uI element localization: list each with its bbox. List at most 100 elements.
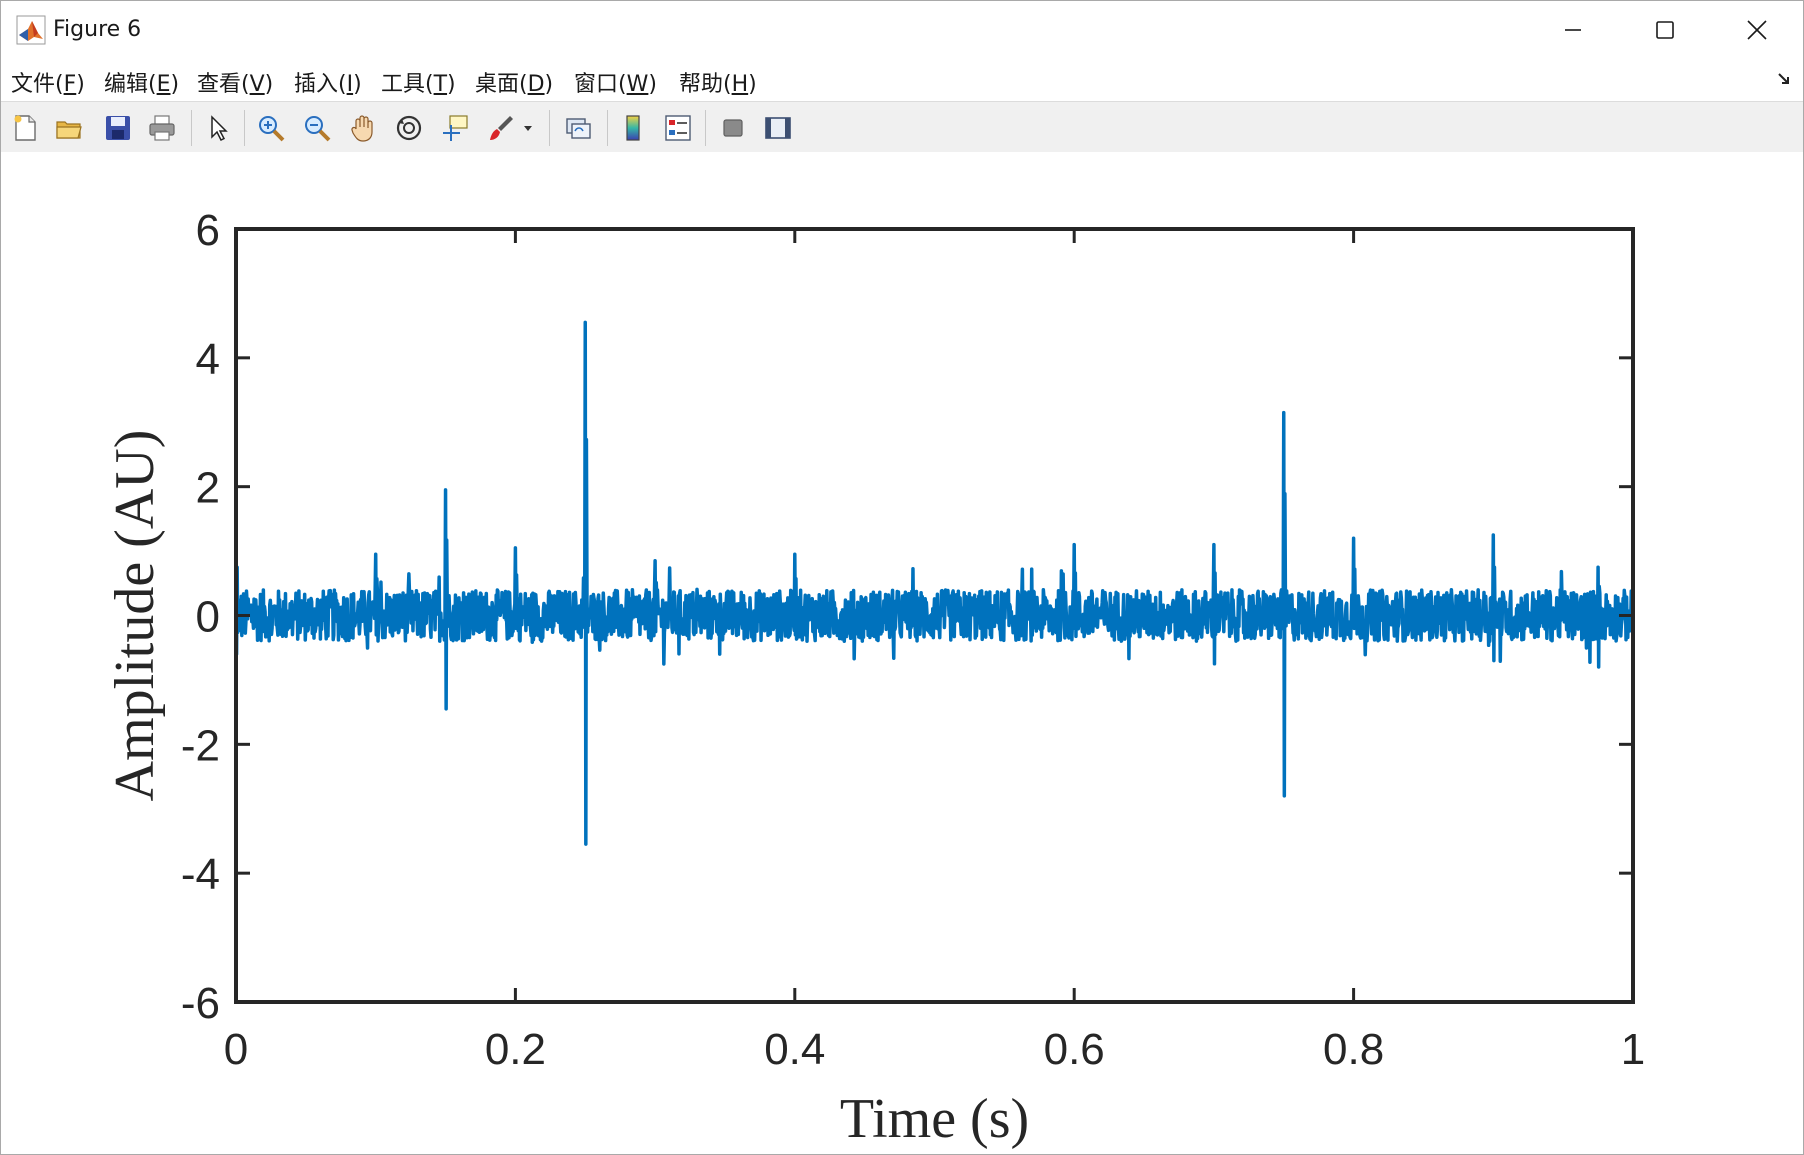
new-figure-button[interactable]: [7, 110, 43, 146]
maximize-icon: [1656, 21, 1674, 39]
pointer-icon: [211, 115, 228, 142]
menu-edit-accel: E: [156, 72, 171, 97]
tick-layer: 0 0.2 0.4 0.6 0.8 1 -6 -4 -2 0 2 4 6: [181, 206, 1645, 1074]
menu-help[interactable]: 帮助(H): [679, 66, 757, 98]
colorbar-icon: [626, 115, 640, 141]
menu-bar: 文件(F) 编辑(E) 查看(V) 插入(I) 工具(T) 桌面(D) 窗口(W…: [1, 59, 1803, 101]
pointer-button[interactable]: [200, 110, 236, 146]
menu-help-close: ): [748, 72, 757, 97]
zoom-out-icon: [305, 116, 331, 142]
y-tick-label: 0: [196, 593, 220, 642]
menu-help-accel: H: [731, 72, 749, 97]
zoom-in-icon: [259, 116, 285, 142]
hide-plot-tools-button[interactable]: [715, 110, 751, 146]
x-tick-label: 0.6: [1044, 1025, 1105, 1074]
y-tick-label: -4: [181, 850, 220, 899]
matlab-logo-icon: [16, 15, 46, 45]
brush-dropdown[interactable]: [521, 110, 535, 146]
menu-desktop-accel: D: [527, 72, 545, 97]
menu-insert-label: 插入(: [294, 72, 347, 97]
y-tick-label: -6: [181, 979, 220, 1028]
new-figure-icon: [14, 115, 36, 141]
colorbar-button[interactable]: [615, 110, 651, 146]
link-plot-icon: [566, 118, 591, 139]
toolbar-separator: [549, 110, 550, 146]
menu-desktop-close: ): [544, 72, 554, 97]
menu-file-accel: F: [63, 72, 77, 97]
x-tick-label: 0: [224, 1025, 248, 1074]
menu-edit[interactable]: 编辑(E): [104, 66, 179, 98]
menu-tools[interactable]: 工具(T): [381, 66, 456, 98]
rotate-3d-icon: [396, 115, 422, 141]
open-file-icon: [56, 121, 82, 139]
menu-edit-label: 编辑(: [104, 72, 157, 97]
menu-window[interactable]: 窗口(W): [574, 66, 657, 98]
x-tick-label: 1: [1621, 1025, 1645, 1074]
brush-icon: [490, 116, 513, 140]
pan-icon: [351, 115, 373, 142]
pan-button[interactable]: [345, 110, 381, 146]
legend-icon: [665, 115, 691, 141]
show-plot-tools-icon: [765, 117, 791, 139]
menu-tools-label: 工具(: [381, 72, 434, 97]
minimize-button[interactable]: [1527, 1, 1619, 59]
maximize-button[interactable]: [1619, 1, 1711, 59]
menu-tools-close: ): [447, 72, 456, 97]
figure-toolbar: [1, 101, 1803, 153]
data-cursor-button[interactable]: [437, 110, 473, 146]
toolbar-separator: [244, 110, 245, 146]
menu-view-close: ): [264, 72, 274, 97]
close-button[interactable]: [1711, 1, 1803, 59]
y-tick-label: 6: [196, 206, 220, 255]
y-tick-label: 2: [196, 464, 220, 513]
menu-file-close: ): [76, 72, 85, 97]
title-bar[interactable]: Figure 6: [1, 1, 1803, 59]
hide-plot-tools-icon: [723, 119, 743, 137]
toolbar-separator: [705, 110, 706, 146]
toolbar-separator: [191, 110, 192, 146]
print-button[interactable]: [144, 110, 180, 146]
toolbar-separator: [607, 110, 608, 146]
menu-edit-close: ): [170, 72, 180, 97]
minimize-icon: [1565, 29, 1581, 31]
menu-file-label: 文件(: [11, 72, 64, 97]
save-button[interactable]: [100, 110, 136, 146]
open-file-button[interactable]: [51, 110, 87, 146]
menu-window-label: 窗口(: [574, 72, 627, 97]
menu-insert[interactable]: 插入(I): [294, 66, 362, 98]
print-icon: [149, 115, 175, 141]
chevron-down-icon: [524, 126, 532, 131]
x-tick-label: 0.2: [485, 1025, 546, 1074]
menu-insert-close: ): [353, 72, 362, 97]
link-plot-button[interactable]: [560, 110, 596, 146]
y-tick-label: 4: [196, 335, 220, 384]
rotate-3d-button[interactable]: [391, 110, 427, 146]
menu-desktop-label: 桌面(: [475, 72, 528, 97]
menu-desktop[interactable]: 桌面(D): [475, 66, 553, 98]
menu-tools-accel: T: [433, 72, 448, 97]
menu-window-accel: W: [626, 72, 649, 97]
window-title: Figure 6: [53, 17, 142, 42]
menu-insert-accel: I: [346, 72, 354, 97]
menu-view-accel: V: [249, 72, 265, 97]
data-cursor-icon: [443, 115, 468, 141]
menu-help-label: 帮助(: [679, 72, 732, 97]
x-axis-label: Time (s): [840, 1088, 1029, 1150]
line-chart[interactable]: 0 0.2 0.4 0.6 0.8 1 -6 -4 -2 0 2 4 6 Time (s) Amplit…: [1, 152, 1803, 1154]
brush-button[interactable]: [483, 110, 519, 146]
menu-file[interactable]: 文件(F): [11, 66, 85, 98]
menu-view[interactable]: 查看(V): [197, 66, 273, 98]
dock-arrow-icon[interactable]: [1777, 71, 1793, 87]
y-tick-label: -2: [181, 721, 220, 770]
zoom-in-button[interactable]: [253, 110, 289, 146]
y-axis-label: Amplitude (AU): [104, 430, 166, 802]
show-plot-tools-button[interactable]: [760, 110, 796, 146]
series-layer: [234, 320, 1635, 846]
figure-canvas: 0 0.2 0.4 0.6 0.8 1 -6 -4 -2 0 2 4 6 Time (s) Amplit…: [1, 152, 1803, 1154]
save-icon: [106, 116, 130, 140]
x-tick-label: 0.8: [1323, 1025, 1384, 1074]
signal-line[interactable]: [234, 320, 1635, 846]
zoom-out-button[interactable]: [299, 110, 335, 146]
legend-button[interactable]: [660, 110, 696, 146]
